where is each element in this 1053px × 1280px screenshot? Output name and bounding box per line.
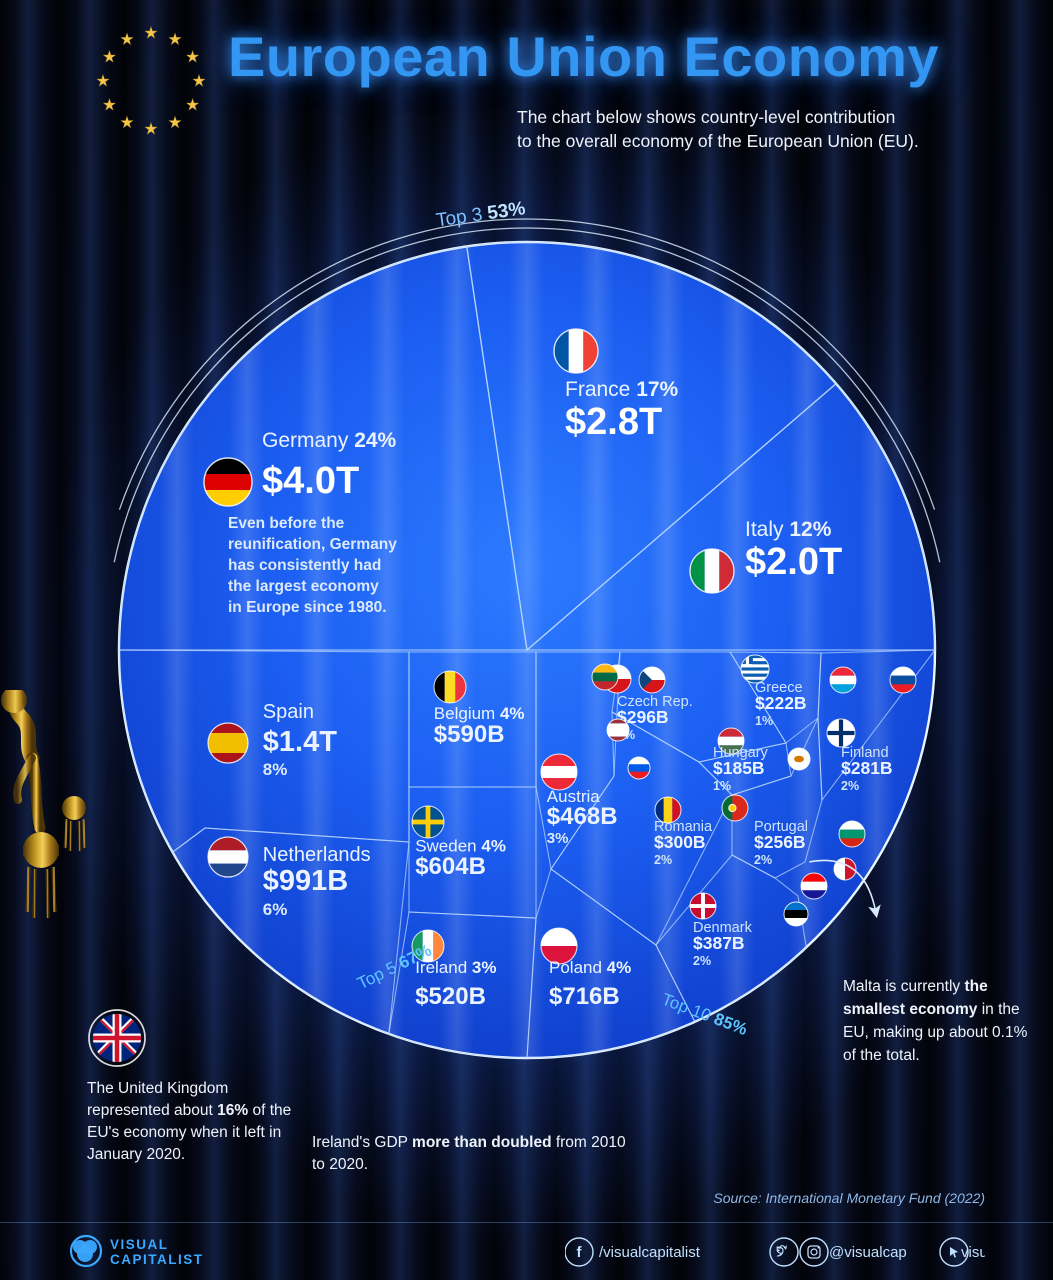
svg-text:Top 3 53%: Top 3 53% bbox=[435, 198, 527, 231]
svg-text:$256B: $256B bbox=[754, 832, 806, 852]
svg-text:reunification, Germany: reunification, Germany bbox=[228, 536, 397, 553]
svg-text:2%: 2% bbox=[841, 779, 859, 793]
svg-text:$716B: $716B bbox=[549, 983, 620, 1010]
svg-text:$300B: $300B bbox=[654, 832, 706, 852]
svg-text:$387B: $387B bbox=[693, 933, 745, 953]
svg-text:f: f bbox=[577, 1244, 583, 1261]
svg-text:1%: 1% bbox=[755, 714, 773, 728]
svg-text:$222B: $222B bbox=[755, 693, 807, 713]
svg-text:the largest economy: the largest economy bbox=[228, 578, 379, 595]
svg-text:2%: 2% bbox=[754, 853, 772, 867]
svg-text:8%: 8% bbox=[263, 760, 288, 779]
svg-text:Germany 24%: Germany 24% bbox=[262, 429, 397, 452]
svg-text:in Europe since 1980.: in Europe since 1980. bbox=[228, 599, 387, 616]
svg-text:Italy 12%: Italy 12% bbox=[745, 518, 832, 541]
svg-text:$281B: $281B bbox=[841, 758, 893, 778]
svg-text:2%: 2% bbox=[654, 853, 672, 867]
svg-text:6%: 6% bbox=[263, 900, 288, 919]
svg-text:has consistently had: has consistently had bbox=[228, 557, 381, 574]
svg-text:VISUAL: VISUAL bbox=[110, 1237, 169, 1252]
svg-text:1%: 1% bbox=[713, 779, 731, 793]
svg-text:Even before the: Even before the bbox=[228, 515, 345, 532]
svg-text:$520B: $520B bbox=[415, 983, 486, 1010]
svg-text:$604B: $604B bbox=[415, 853, 486, 880]
svg-text:Spain: Spain bbox=[263, 701, 314, 723]
svg-text:$185B: $185B bbox=[713, 758, 765, 778]
svg-text:$991B: $991B bbox=[263, 865, 348, 897]
svg-text:2%: 2% bbox=[693, 954, 711, 968]
svg-text:$2.8T: $2.8T bbox=[565, 401, 662, 443]
svg-text:$2.0T: $2.0T bbox=[745, 541, 842, 583]
svg-text:/visualcapitalist: /visualcapitalist bbox=[599, 1244, 701, 1261]
svg-text:$590B: $590B bbox=[434, 721, 505, 748]
svg-text:visualcapitalist.com: visualcapitalist.com bbox=[961, 1244, 985, 1261]
svg-text:France 17%: France 17% bbox=[565, 378, 679, 401]
svg-text:3%: 3% bbox=[547, 830, 569, 847]
svg-text:Netherlands: Netherlands bbox=[263, 844, 371, 866]
svg-text:Poland 4%: Poland 4% bbox=[549, 958, 631, 977]
svg-text:@visualcap: @visualcap bbox=[829, 1244, 907, 1261]
svg-text:$4.0T: $4.0T bbox=[262, 460, 359, 502]
svg-text:$1.4T: $1.4T bbox=[263, 726, 337, 758]
svg-text:CAPITALIST: CAPITALIST bbox=[110, 1252, 204, 1267]
svg-text:$468B: $468B bbox=[547, 803, 618, 830]
